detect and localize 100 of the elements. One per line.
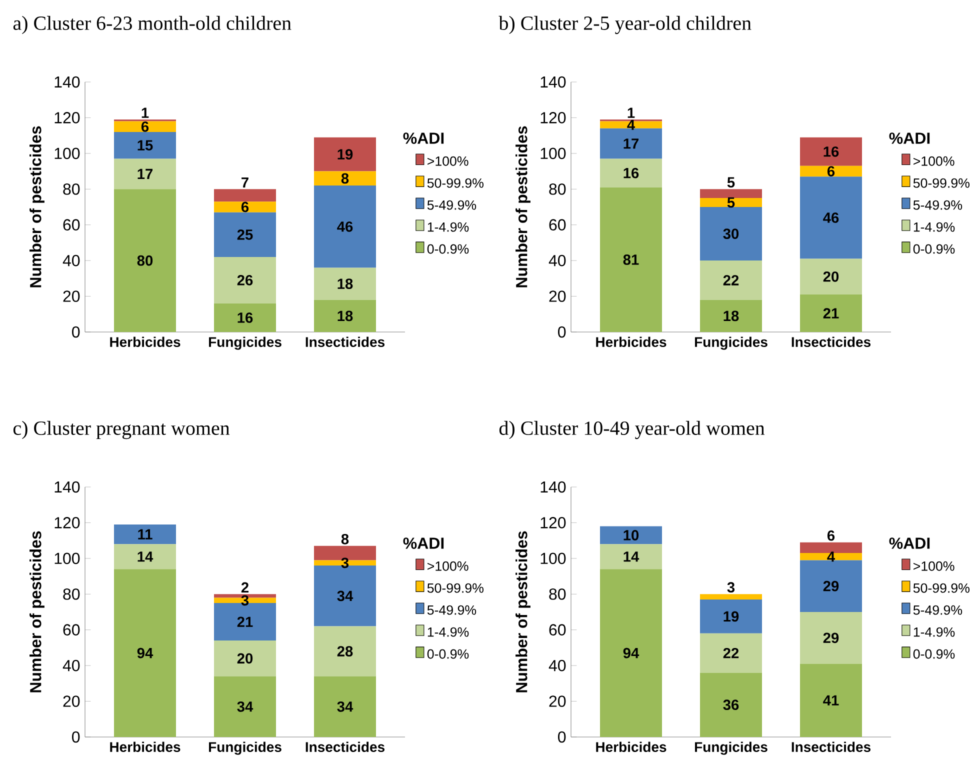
x-tick-label: Insecticides — [792, 742, 871, 752]
data-label: 18 — [338, 310, 353, 322]
data-label: 15 — [138, 140, 153, 150]
bar — [214, 189, 276, 202]
y-tick-label: 60 — [63, 624, 80, 636]
bar — [800, 664, 862, 737]
data-label: 8 — [341, 173, 349, 184]
data-label: 28 — [337, 646, 353, 656]
data-label: 29 — [823, 580, 839, 592]
data-label: 46 — [823, 212, 839, 223]
y-tick-label: 40 — [62, 660, 80, 672]
bar — [114, 121, 176, 132]
legend-label: >100% — [914, 156, 954, 166]
data-label: 6 — [827, 530, 835, 541]
bar — [214, 202, 276, 212]
data-label: 36 — [723, 700, 739, 710]
y-tick-label: 40 — [548, 254, 566, 266]
data-label: 18 — [724, 310, 739, 322]
bar — [314, 186, 376, 268]
data-label: 17 — [138, 168, 153, 179]
y-tick-label: 20 — [549, 696, 566, 707]
bar — [800, 294, 862, 332]
bar — [600, 544, 662, 570]
bar — [314, 300, 376, 332]
y-tick-label: 80 — [549, 588, 566, 600]
y-tick-label: 120 — [54, 112, 80, 124]
bar — [700, 300, 762, 332]
y-tick-label: 60 — [549, 219, 566, 230]
data-label: 5 — [727, 177, 735, 188]
bar — [214, 212, 276, 257]
y-axis-title: Number of pesticides — [30, 531, 44, 692]
legend-label: 5-49.9% — [913, 605, 962, 615]
legend-label: 1-4.9% — [428, 222, 469, 232]
x-tick-label: Insecticides — [306, 742, 385, 752]
chart-title: d) Cluster 10-49 year-old women — [499, 420, 765, 440]
y-tick-label: 0 — [558, 731, 566, 743]
data-label: 46 — [337, 221, 353, 232]
x-tick-label: Fungicides — [694, 742, 768, 755]
bar — [114, 158, 176, 190]
data-label: 22 — [723, 648, 739, 658]
legend-label: >100% — [428, 156, 468, 166]
bar — [700, 260, 762, 300]
bar — [214, 256, 276, 304]
y-tick-label: 20 — [63, 290, 80, 302]
data-label: 80 — [137, 255, 153, 266]
y-axis-title: Number of pesticides — [30, 126, 44, 288]
y-tick-label: 100 — [540, 148, 566, 160]
bar — [700, 672, 762, 737]
x-tick-label: Herbicides — [596, 742, 666, 752]
legend-label: 1-4.9% — [428, 627, 469, 637]
data-label: 1 — [142, 108, 149, 118]
bar — [600, 121, 662, 128]
bar — [600, 128, 662, 159]
data-label: 6 — [141, 121, 149, 132]
y-tick-label: 100 — [54, 148, 80, 160]
y-tick-label: 60 — [63, 219, 80, 230]
data-label: 14 — [624, 552, 640, 562]
data-label: 8 — [341, 534, 349, 544]
bar — [800, 176, 862, 259]
legend-label: 0-0.9% — [427, 649, 469, 659]
legend-label: 50-99.9% — [427, 178, 484, 188]
legend-label: 5-49.9% — [913, 200, 962, 210]
x-tick-label: Fungicides — [208, 336, 282, 350]
data-label: 7 — [242, 177, 248, 188]
data-label: 94 — [623, 648, 640, 658]
data-label: 16 — [824, 146, 839, 157]
legend-label: 5-49.9% — [427, 605, 476, 615]
bar — [800, 166, 862, 177]
data-label: 21 — [237, 616, 253, 627]
bar — [214, 303, 276, 332]
y-tick-label: 0 — [72, 326, 80, 338]
bar — [700, 594, 762, 600]
data-label: 19 — [338, 149, 353, 160]
y-tick-label: 40 — [62, 254, 80, 266]
data-label: 30 — [723, 228, 739, 239]
x-tick-label: Insecticides — [306, 336, 385, 347]
y-tick-label: 140 — [54, 481, 80, 493]
bar — [314, 171, 376, 186]
bar — [700, 206, 762, 261]
legend-label: 50-99.9% — [913, 178, 970, 188]
y-axis-title: Number of pesticides — [516, 126, 530, 288]
y-tick-label: 140 — [54, 76, 80, 88]
y-tick-label: 80 — [63, 588, 80, 600]
bar — [114, 132, 176, 159]
legend-label: 1-4.9% — [914, 627, 955, 637]
data-label: 94 — [137, 648, 154, 658]
bar — [600, 569, 662, 737]
chart-title: a) Cluster 6-23 month-old children — [13, 16, 292, 34]
data-label: 2 — [241, 582, 248, 593]
bar — [800, 612, 862, 664]
x-tick-label: Herbicides — [110, 336, 180, 347]
x-tick-label: Herbicides — [596, 336, 666, 347]
data-label: 1 — [628, 108, 635, 118]
y-axis-title: Number of pesticides — [516, 531, 530, 692]
bar — [800, 258, 862, 294]
bar — [214, 676, 276, 737]
y-tick-label: 120 — [54, 517, 80, 528]
data-label: 16 — [238, 312, 253, 323]
bar — [700, 189, 762, 198]
legend-title: %ADI — [889, 538, 930, 549]
